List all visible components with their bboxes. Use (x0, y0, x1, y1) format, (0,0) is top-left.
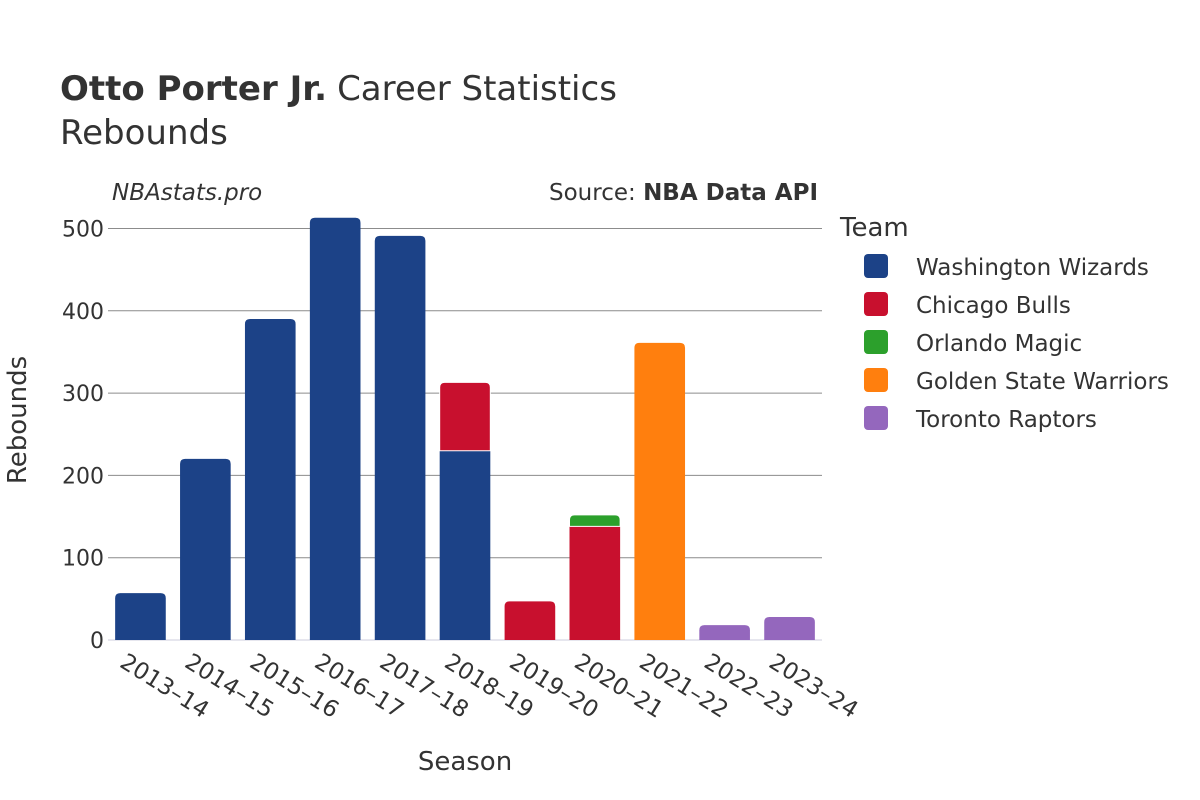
bar-segment (309, 217, 361, 640)
y-axis-ticks: 0 100 200 300 400 500 (62, 217, 104, 654)
y-tick-label: 200 (62, 464, 104, 489)
legend-title: Team (839, 213, 909, 243)
y-tick-label: 500 (62, 217, 104, 242)
legend-item-label: Golden State Warriors (916, 369, 1169, 395)
y-tick-label: 0 (90, 629, 104, 654)
legend-swatch (864, 292, 888, 316)
bar-segment (439, 381, 491, 452)
legend-item-label: Toronto Raptors (915, 407, 1097, 433)
legend-item-label: Chicago Bulls (916, 293, 1071, 319)
bar-segment (504, 601, 556, 640)
y-tick-label: 400 (62, 300, 104, 325)
y-tick-label: 300 (62, 382, 104, 407)
bar-segment (569, 526, 621, 640)
legend-swatch (864, 254, 888, 278)
y-tick-label: 100 (62, 547, 104, 572)
watermark-text: NBAstats.pro (112, 180, 262, 206)
legend-swatch (864, 406, 888, 430)
bar-segment (764, 616, 815, 640)
bars-group (115, 217, 815, 640)
source-value: NBA Data API (643, 180, 818, 206)
chart-title-player: Otto Porter Jr. (60, 69, 327, 109)
x-axis-ticks: 2013–142014–152015–162016–172017–182018–… (115, 649, 862, 724)
bar-segment (634, 342, 686, 640)
legend-swatch (864, 368, 888, 392)
source-text: Source: NBA Data API (549, 180, 818, 206)
chart-subtitle: Rebounds (60, 113, 228, 153)
legend: Team Washington Wizards Chicago Bulls Orla… (839, 213, 1169, 433)
source-label: Source: (549, 180, 636, 206)
chart-title: Otto Porter Jr. Career Statistics (60, 69, 617, 109)
bar-segment (374, 235, 426, 640)
bar-segment (180, 458, 231, 640)
bar-segment (439, 450, 491, 640)
legend-item-label: Orlando Magic (916, 331, 1082, 357)
chart-title-rest: Career Statistics (337, 69, 617, 109)
legend-swatch (864, 330, 888, 354)
legend-item-label: Washington Wizards (916, 255, 1149, 281)
y-axis-label: Rebounds (3, 356, 33, 484)
bar-segment (569, 514, 621, 527)
bar-segment (699, 625, 750, 640)
bar-segment (115, 593, 166, 640)
bar-segment (244, 319, 296, 640)
x-axis-label: Season (418, 747, 512, 777)
